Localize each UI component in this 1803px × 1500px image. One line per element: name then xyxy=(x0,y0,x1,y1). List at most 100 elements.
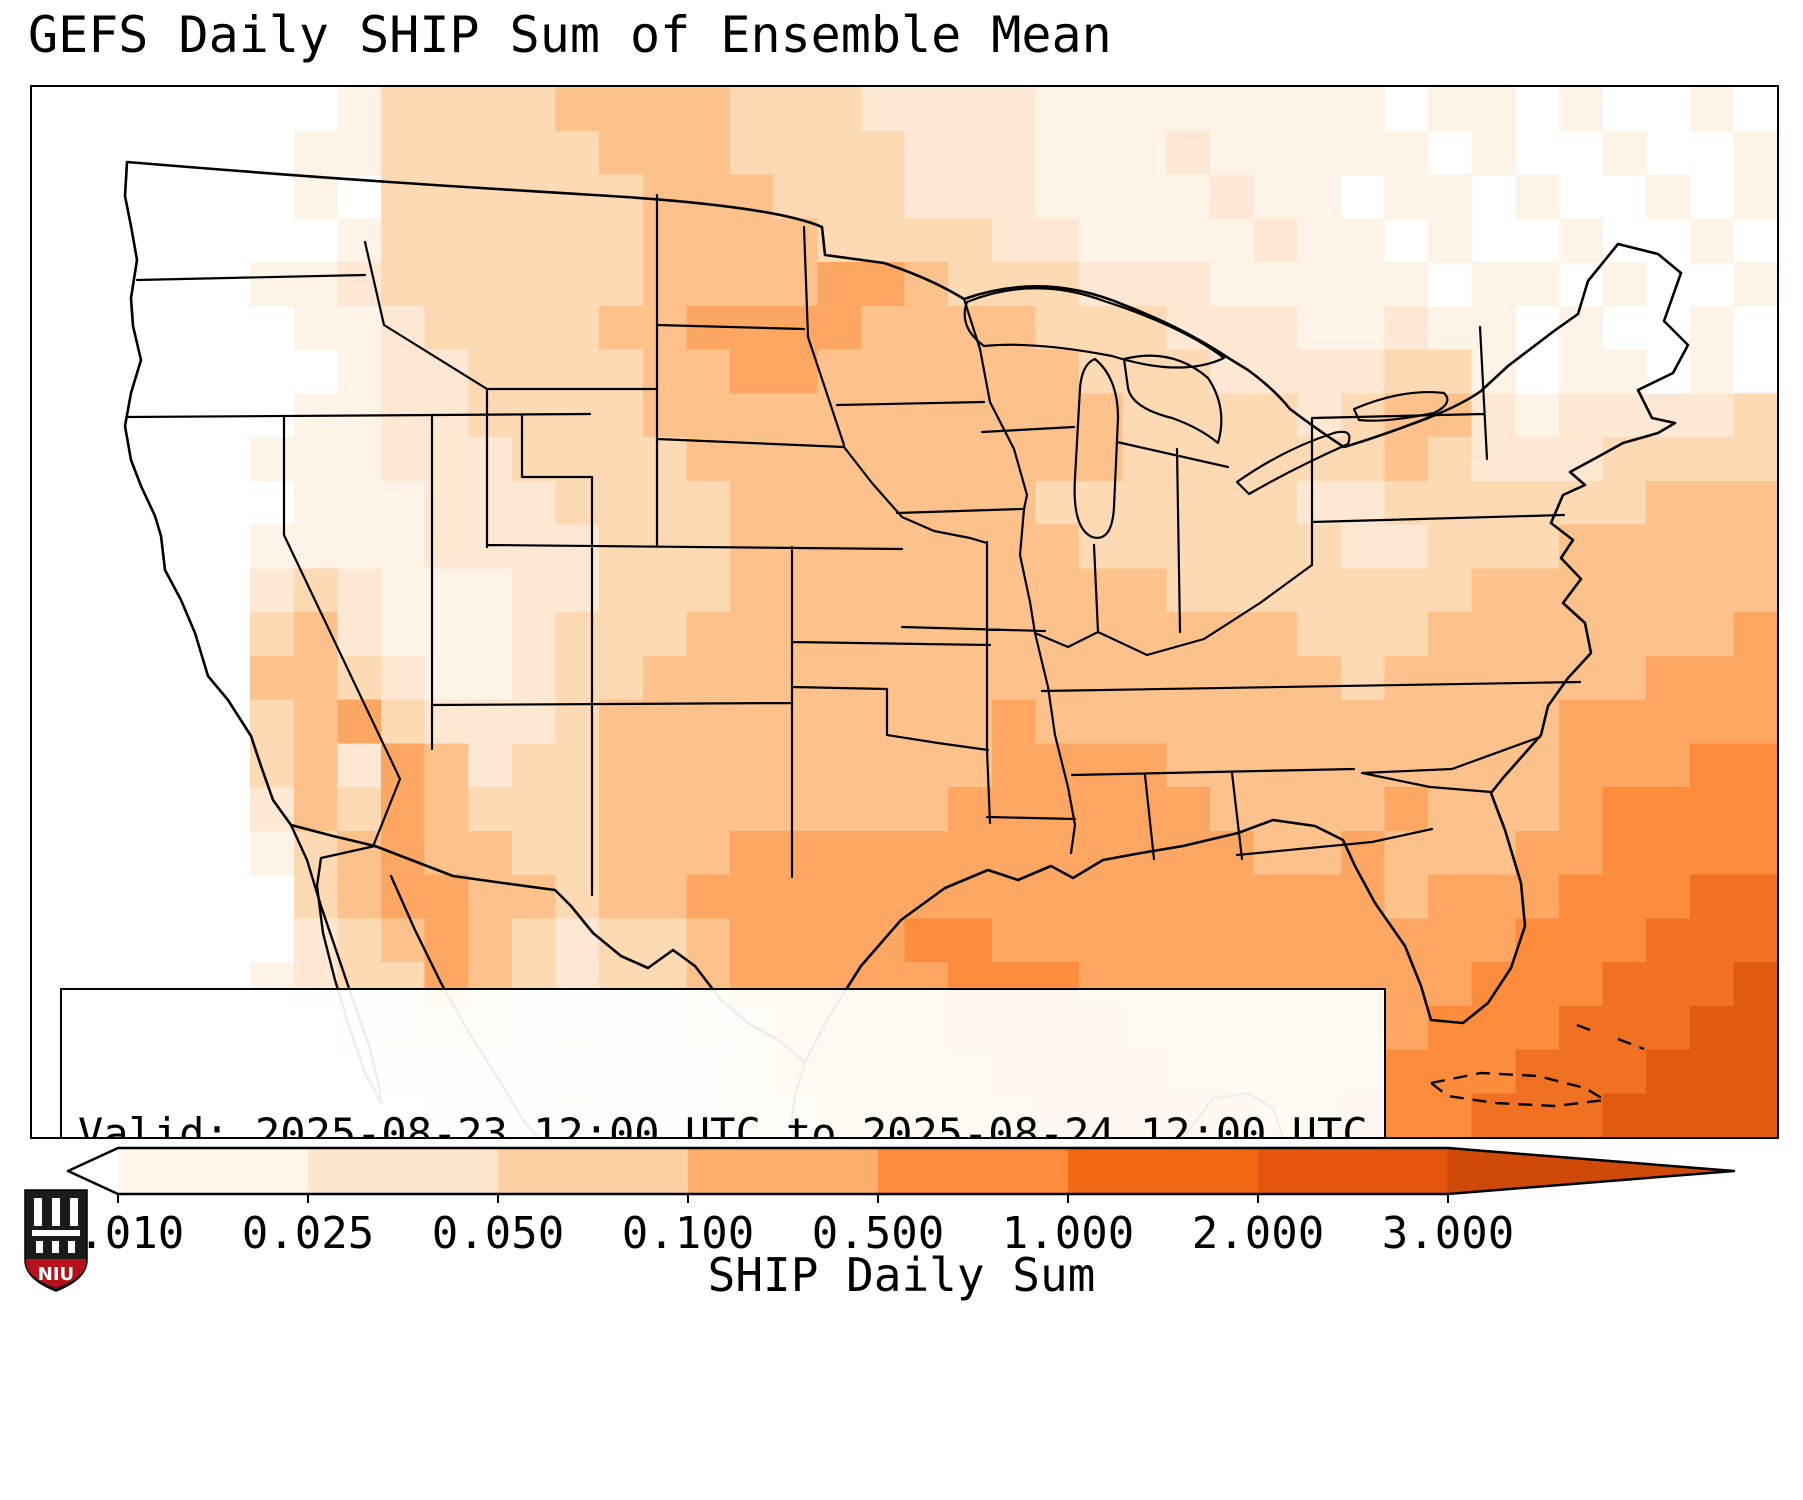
heatmap-cell xyxy=(1340,305,1386,351)
heatmap-cell xyxy=(1297,655,1342,701)
heatmap-cell xyxy=(860,87,906,132)
heatmap-cell xyxy=(860,437,906,482)
heatmap-cell xyxy=(773,787,818,832)
heatmap-cell xyxy=(1558,743,1604,788)
heatmap-cell xyxy=(1733,1093,1777,1137)
figure-title: GEFS Daily SHIP Sum of Ensemble Mean xyxy=(28,6,1112,64)
heatmap-cell xyxy=(468,87,513,132)
heatmap-cell xyxy=(1515,568,1560,613)
heatmap-cell xyxy=(1733,830,1777,876)
heatmap-cell xyxy=(773,174,818,219)
heatmap-cell xyxy=(1733,393,1777,438)
heatmap-cell xyxy=(991,218,1037,263)
heatmap-cell xyxy=(424,305,469,351)
heatmap-cell xyxy=(599,349,644,394)
heatmap-cell xyxy=(1166,524,1211,569)
heatmap-cell xyxy=(1253,262,1298,307)
heatmap-cell xyxy=(1035,262,1080,307)
heatmap-cell xyxy=(1122,568,1167,613)
heatmap-cell xyxy=(468,743,513,788)
heatmap-cell xyxy=(293,655,339,701)
heatmap-cell xyxy=(1428,437,1473,482)
heatmap-cell xyxy=(1079,830,1124,876)
heatmap-cell xyxy=(817,830,862,876)
heatmap-cell xyxy=(555,393,600,438)
heatmap-cell xyxy=(555,305,600,351)
heatmap-cell xyxy=(686,699,731,744)
heatmap-cell xyxy=(1428,699,1473,744)
great-lakes xyxy=(963,287,1449,539)
coastline xyxy=(123,160,1690,1064)
heatmap-cell xyxy=(337,87,382,132)
heatmap-cell xyxy=(904,655,949,701)
heatmap-cell xyxy=(773,874,818,919)
heatmap-cell xyxy=(991,568,1037,613)
colorbar-extend-low xyxy=(68,1148,119,1194)
heatmap-cell xyxy=(1602,699,1647,744)
heatmap-cell xyxy=(555,262,600,307)
heatmap-cell xyxy=(1471,699,1516,744)
heatmap-cell xyxy=(686,787,731,832)
heatmap-cell xyxy=(686,174,731,219)
heatmap-cell xyxy=(991,918,1037,963)
heatmap-cell xyxy=(1253,874,1298,919)
heatmap-cell xyxy=(773,830,818,876)
heatmap-cell xyxy=(642,655,688,701)
heatmap-cell xyxy=(599,218,644,263)
heatmap-cell xyxy=(1297,87,1342,132)
heatmap-cell xyxy=(991,437,1037,482)
heatmap-cell xyxy=(642,437,688,482)
heatmap-cell xyxy=(1209,174,1255,219)
heatmap-cell xyxy=(1733,962,1777,1007)
heatmap-cell xyxy=(1558,305,1604,351)
niu-red-banner xyxy=(26,1259,86,1288)
heatmap-cell xyxy=(599,130,644,176)
colorbar-segment xyxy=(1068,1148,1259,1194)
heatmap-cell xyxy=(948,174,993,219)
heatmap-cell xyxy=(686,743,731,788)
heatmap-cell xyxy=(1253,699,1298,744)
heatmap-cell xyxy=(1689,874,1735,919)
heatmap-cell xyxy=(948,830,993,876)
heatmap-cell xyxy=(293,787,339,832)
heatmap-cell xyxy=(337,524,382,569)
heatmap-cell xyxy=(991,787,1037,832)
heatmap-cell xyxy=(1122,787,1167,832)
heatmap-cell xyxy=(642,393,688,438)
heatmap-cell xyxy=(381,437,426,482)
heatmap-cell xyxy=(1340,743,1386,788)
heatmap-cell xyxy=(599,437,644,482)
heatmap-cell xyxy=(1122,524,1167,569)
heatmap-cell xyxy=(337,130,382,176)
heatmap-cell xyxy=(1733,262,1777,307)
heatmap-cell xyxy=(1471,349,1516,394)
heatmap-cell xyxy=(1602,1005,1647,1051)
heatmap-cell xyxy=(730,874,775,919)
heatmap-cell xyxy=(1558,524,1604,569)
heatmap-cell xyxy=(1079,874,1124,919)
heatmap-cell xyxy=(1079,87,1124,132)
heatmap-cell xyxy=(250,437,295,482)
heatmap-cell xyxy=(555,918,600,963)
heatmap-cell xyxy=(250,655,295,701)
heatmap-cell xyxy=(1646,830,1691,876)
heatmap-cell xyxy=(1646,1093,1691,1137)
heatmap-cell xyxy=(686,655,731,701)
heatmap-cell xyxy=(948,437,993,482)
heatmap-cell xyxy=(293,918,339,963)
heatmap-cell xyxy=(1471,87,1516,132)
heatmap-cell xyxy=(860,130,906,176)
heatmap-cell xyxy=(1079,787,1124,832)
heatmap-cell xyxy=(468,218,513,263)
heatmap-cell xyxy=(468,437,513,482)
heatmap-cell xyxy=(555,349,600,394)
heatmap-cell xyxy=(1122,699,1167,744)
heatmap-cell xyxy=(991,480,1037,526)
colorbar-tick-label: 0.100 xyxy=(622,1208,754,1259)
colorbar-tick-label: 1.000 xyxy=(1002,1208,1134,1259)
heatmap-cell xyxy=(1515,524,1560,569)
heatmap-cell xyxy=(1340,262,1386,307)
heatmap-cell xyxy=(511,874,557,919)
heatmap-cell xyxy=(1384,174,1429,219)
heatmap-cell xyxy=(1209,787,1255,832)
